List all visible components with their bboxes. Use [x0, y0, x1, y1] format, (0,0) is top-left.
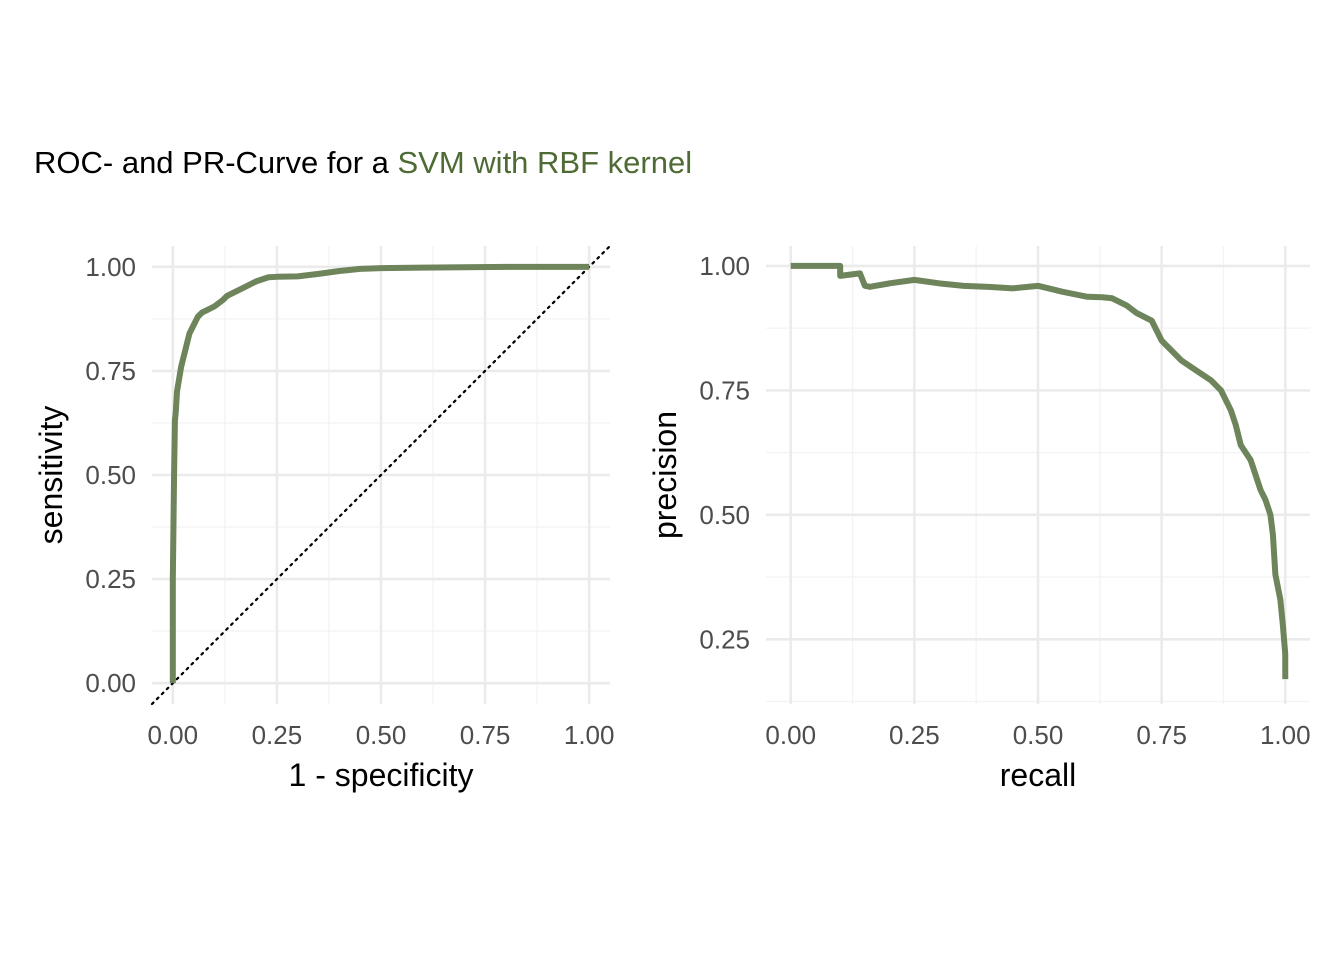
- pr-y-tick-label: 0.50: [699, 500, 750, 530]
- roc-x-axis-title: 1 - specificity: [289, 757, 474, 793]
- pr-x-tick-label: 0.00: [765, 720, 816, 750]
- pr-y-tick-label: 0.75: [699, 375, 750, 405]
- chart-title-highlight: SVM with RBF kernel: [398, 145, 693, 180]
- roc-x-tick-label: 0.25: [252, 720, 303, 750]
- roc-panel: 0.00 0.25 0.50 0.75 1.00 0.00 0.25 0.50 0.75 1.00…: [33, 244, 615, 793]
- pr-panel: 0.00 0.25 0.50 0.75 1.00 0.25 0.50 0.75 1.00 reca…: [647, 246, 1311, 793]
- roc-y-axis-title: sensitivity: [33, 406, 69, 545]
- pr-y-tick-label: 1.00: [699, 251, 750, 281]
- pr-x-tick-label: 0.25: [889, 720, 940, 750]
- chart-title-prefix: ROC- and PR-Curve for a: [34, 145, 398, 180]
- pr-x-axis-title: recall: [1000, 757, 1076, 793]
- roc-y-tick-label: 0.25: [85, 564, 136, 594]
- roc-y-tick-label: 0.00: [85, 668, 136, 698]
- roc-y-tick-label: 0.75: [85, 356, 136, 386]
- pr-y-tick-label: 0.25: [699, 624, 750, 654]
- roc-x-tick-label: 0.00: [148, 720, 199, 750]
- roc-y-tick-label: 1.00: [85, 252, 136, 282]
- pr-y-axis-title: precision: [647, 411, 683, 539]
- pr-x-tick-label: 0.75: [1136, 720, 1187, 750]
- roc-x-tick-label: 0.50: [356, 720, 407, 750]
- chart-title: ROC- and PR-Curve for a SVM with RBF ker…: [34, 145, 692, 180]
- pr-x-tick-label: 1.00: [1260, 720, 1311, 750]
- roc-curve-line: [169, 263, 590, 684]
- roc-reference-diagonal: [150, 244, 612, 706]
- pr-curve-line: [790, 262, 1289, 680]
- roc-x-tick-label: 1.00: [564, 720, 615, 750]
- pr-x-tick-label: 0.50: [1013, 720, 1064, 750]
- roc-x-tick-label: 0.75: [460, 720, 511, 750]
- roc-y-tick-label: 0.50: [85, 460, 136, 490]
